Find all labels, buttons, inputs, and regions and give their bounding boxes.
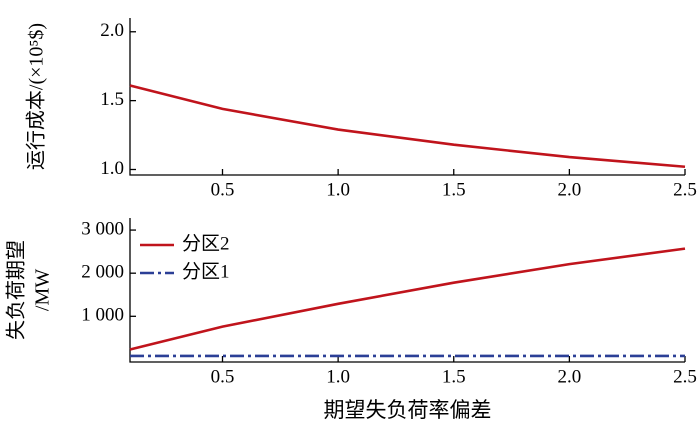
y-tick-label: 3 000	[81, 218, 124, 239]
data-line	[129, 247, 686, 351]
x-tick-label: 1.5	[442, 179, 466, 200]
y-tick-label: 1.5	[100, 89, 124, 110]
x-tick-label: 1.0	[326, 179, 350, 200]
axis-line	[129, 18, 685, 176]
y-tick-label: 2.0	[100, 20, 124, 41]
axis-line	[129, 218, 685, 363]
y-axis-label: 运行成本/(×10⁵$)	[25, 23, 48, 170]
y-tick-label: 2 000	[81, 262, 124, 283]
y-axis-label: /MW	[32, 269, 54, 311]
y-tick-label: 1.0	[100, 158, 124, 179]
legend-label: 分区1	[182, 260, 230, 282]
y-tick-label: 1 000	[81, 305, 124, 326]
data-line	[129, 84, 686, 169]
y-axis-label: 失负荷期望	[5, 240, 28, 340]
x-tick-label: 2.5	[673, 366, 697, 387]
x-tick-label: 0.5	[211, 366, 235, 387]
x-tick-label: 2.0	[558, 179, 582, 200]
x-tick-label: 2.5	[673, 179, 697, 200]
x-tick-label: 2.0	[558, 366, 582, 387]
x-tick-label: 1.5	[442, 366, 466, 387]
x-axis-label: 期望失负荷率偏差	[324, 398, 492, 422]
x-tick-label: 0.5	[211, 179, 235, 200]
legend-label: 分区2	[182, 232, 230, 254]
x-tick-label: 1.0	[326, 366, 350, 387]
